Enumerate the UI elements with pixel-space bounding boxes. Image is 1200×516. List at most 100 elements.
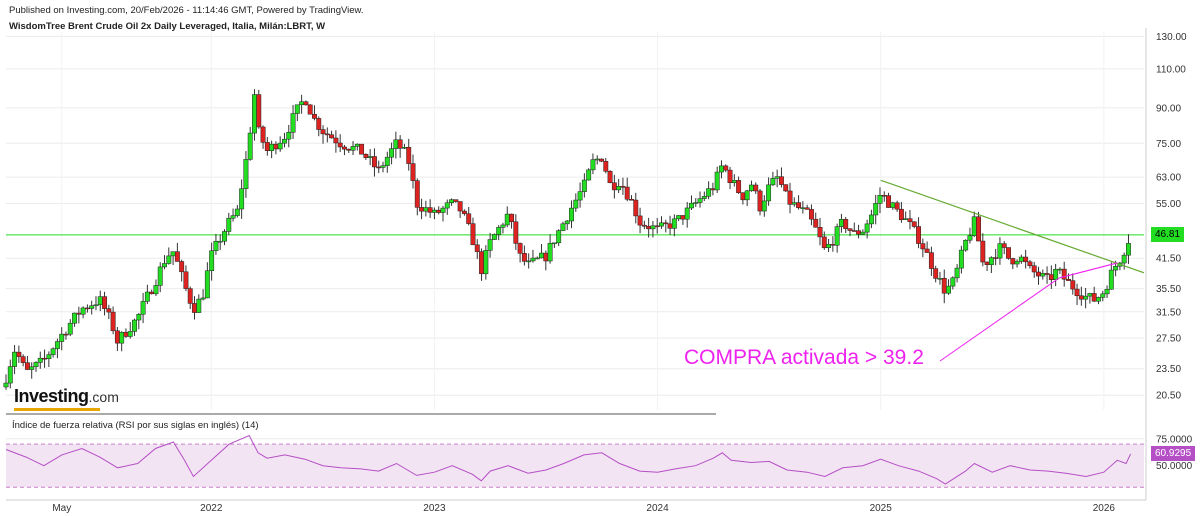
candle-body <box>260 126 266 143</box>
candle-body <box>517 243 523 254</box>
candle-body <box>504 213 510 226</box>
time-tick-label: May <box>52 503 71 514</box>
candle-body <box>222 231 227 242</box>
candle-body <box>877 195 883 204</box>
candle-body <box>342 146 347 150</box>
candle-body <box>337 142 343 148</box>
candle-body <box>881 195 887 197</box>
candle-body <box>556 230 562 244</box>
candle-body <box>132 319 137 332</box>
candle-body <box>620 186 626 188</box>
candle-body <box>102 296 107 309</box>
candle-body <box>80 307 86 315</box>
candle-body <box>680 215 686 220</box>
candle-body <box>920 243 926 250</box>
candle-body <box>770 178 776 186</box>
candle-body <box>783 184 789 192</box>
candle-body <box>864 223 870 233</box>
candle-body <box>633 199 639 217</box>
candle-body <box>774 176 780 179</box>
price-tick-label: 23.50 <box>1156 364 1181 375</box>
candle-body <box>594 158 600 161</box>
candle-body <box>838 219 844 227</box>
candle-body <box>414 180 420 208</box>
candle-body <box>209 250 215 271</box>
instrument-title: WisdomTree Brent Crude Oil 2x Daily Leve… <box>9 21 326 32</box>
candle-body <box>946 285 951 294</box>
candle-body <box>821 236 827 248</box>
candle-body <box>629 199 634 201</box>
investing-logo[interactable]: Investing.com <box>14 386 119 411</box>
candle-body <box>971 216 977 236</box>
candle-body <box>1121 254 1127 264</box>
candle-body <box>12 351 18 367</box>
candle-body <box>33 362 39 368</box>
candle-body <box>616 186 622 191</box>
candle-body <box>427 207 433 213</box>
candle-body <box>749 184 754 192</box>
candle-body <box>204 270 210 299</box>
candle-body <box>590 159 596 171</box>
candle-body <box>967 235 973 241</box>
annotation-connector <box>939 277 1060 362</box>
candle-body <box>911 221 917 227</box>
price-tick-label: 110.00 <box>1156 64 1186 75</box>
candle-body <box>958 249 964 269</box>
candle-body <box>290 113 296 133</box>
price-candles <box>3 89 1131 390</box>
candle-body <box>239 188 245 210</box>
candle-body <box>976 216 981 242</box>
rsi-tick-label: 75.0000 <box>1156 434 1193 445</box>
candle-body <box>350 146 356 151</box>
candle-body <box>984 261 990 265</box>
candle-body <box>676 215 682 220</box>
candle-body <box>1018 256 1024 262</box>
price-tick-label: 130.00 <box>1156 32 1187 43</box>
candle-body <box>761 200 767 212</box>
candle-body <box>470 223 476 246</box>
candle-body <box>1066 278 1071 281</box>
candle-body <box>539 252 544 259</box>
candle-body <box>144 291 150 302</box>
candle-body <box>277 142 283 150</box>
candle-body <box>89 305 95 309</box>
candle-body <box>153 285 159 295</box>
candle-body <box>84 307 90 310</box>
candle-body <box>719 165 724 173</box>
candle-body <box>894 202 900 210</box>
candle-body <box>247 132 253 160</box>
candle-body <box>573 199 579 209</box>
candle-body <box>269 143 275 151</box>
candle-body <box>667 223 673 229</box>
rsi-line <box>5 434 1132 485</box>
candle-body <box>963 239 969 251</box>
candle-body <box>727 169 733 183</box>
candle-body <box>217 240 223 243</box>
candle-body <box>886 195 892 208</box>
candle-body <box>264 142 270 151</box>
candle-body <box>226 217 232 232</box>
candle-body <box>547 243 553 262</box>
candle-body <box>697 198 703 203</box>
candle-body <box>701 196 707 199</box>
candle-body <box>320 129 326 135</box>
candle-body <box>136 314 142 321</box>
candle-body <box>354 143 360 147</box>
price-tick-label: 75.00 <box>1156 139 1181 150</box>
candle-body <box>380 165 386 168</box>
candle-body <box>187 288 193 304</box>
downtrend-line <box>880 179 1145 274</box>
candle-body <box>110 311 116 332</box>
candle-body <box>530 257 536 262</box>
candle-body <box>1113 266 1119 271</box>
candle-body <box>873 203 879 216</box>
rsi-title: Índice de fuerza relativa (RSI por sus s… <box>12 420 259 431</box>
candle-body <box>166 255 172 264</box>
candle-body <box>1006 247 1011 259</box>
candle-body <box>714 171 720 191</box>
candle-body <box>1078 295 1084 300</box>
candle-body <box>389 148 395 158</box>
candle-body <box>928 252 934 269</box>
candle-body <box>723 165 729 171</box>
